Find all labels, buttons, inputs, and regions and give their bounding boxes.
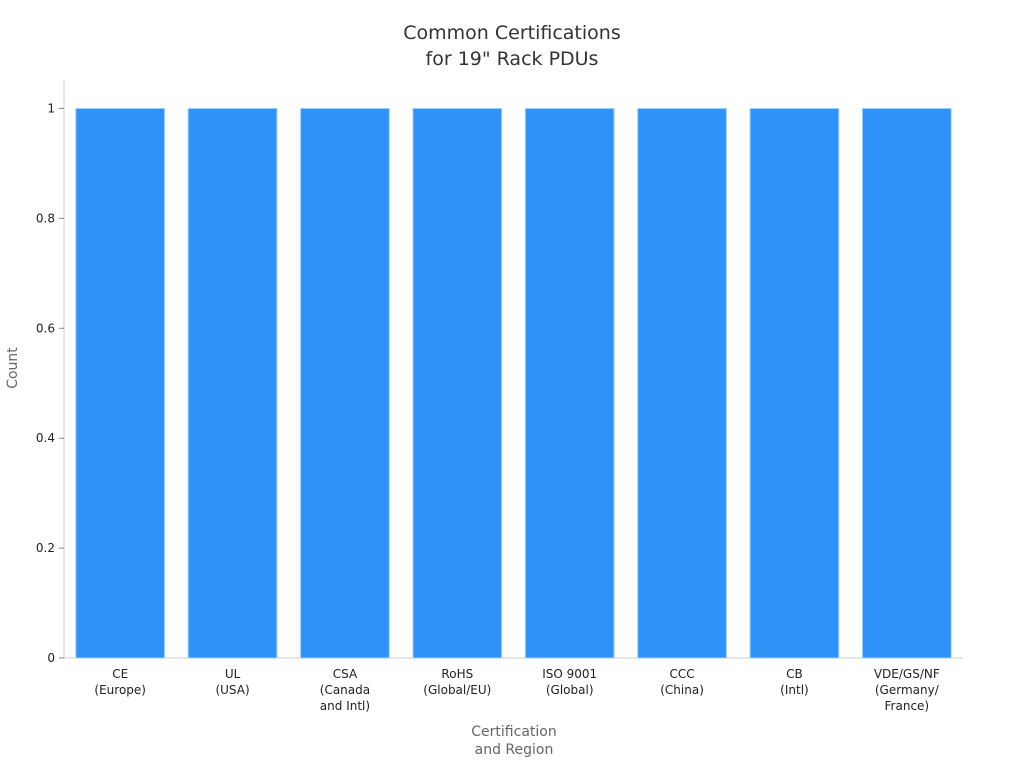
y-tick-label: 0.2 [36,541,55,555]
x-axis-label: Certification and Region [471,724,556,758]
x-tick-label: UL (USA) [215,667,249,697]
x-tick-label: CCC (China) [660,667,704,697]
chart-title: Common Certifications for 19" Rack PDUs [403,22,620,70]
x-tick-label: VDE/GS/NF (Germany/France) [874,667,940,713]
bar [749,107,840,659]
y-tick-label: 0 [47,651,55,665]
bar [187,107,278,659]
x-tick-label: CE (Europe) [94,667,146,697]
bar [300,107,390,659]
y-tick-label: 0.8 [36,211,55,225]
x-tick-label: RoHS (Global/EU) [423,667,491,697]
bar [637,107,727,659]
x-tick-label: CSA (Canada and Intl) [320,667,370,713]
bar [524,107,615,659]
bar [75,107,166,659]
bar [412,107,503,659]
y-tick-label: 0.4 [36,431,55,445]
x-tick-label: CB (Intl) [780,667,809,697]
y-tick-label: 1 [47,101,55,115]
x-tick-label: ISO 9001 (Global) [542,667,597,697]
y-tick-label: 0.6 [36,321,55,335]
bar [861,107,952,659]
y-axis-label: Count [5,347,21,389]
